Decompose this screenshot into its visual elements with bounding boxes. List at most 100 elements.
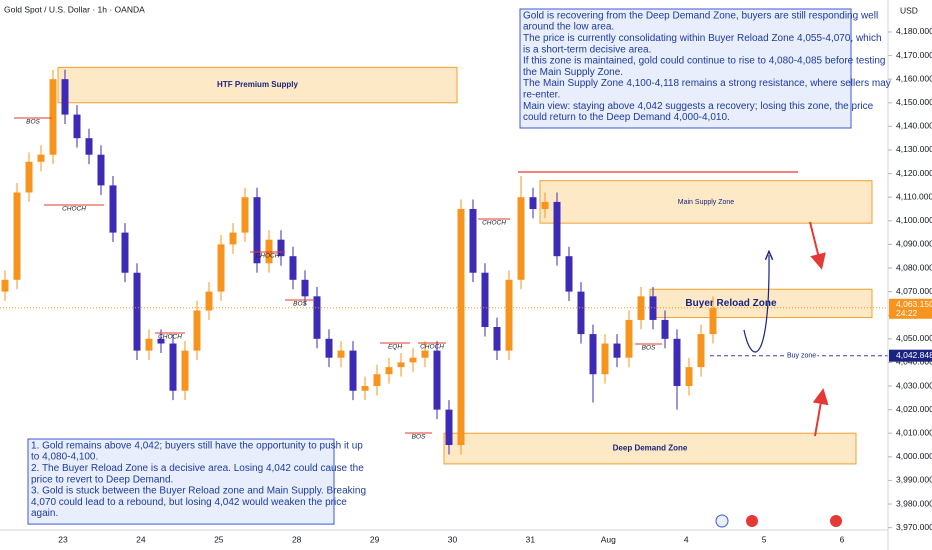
candle-body bbox=[1, 279, 9, 292]
candle-body bbox=[229, 232, 237, 245]
candle-body bbox=[577, 291, 585, 335]
candle-body bbox=[361, 386, 369, 391]
y-tick-label: 3,970.000 bbox=[896, 522, 932, 532]
candle-body bbox=[541, 201, 549, 209]
structure-label: CHOCH bbox=[482, 220, 506, 227]
structure-label: CHOCH bbox=[62, 206, 86, 213]
note-line: If this zone is maintained, gold could c… bbox=[523, 56, 885, 67]
note-line: again. bbox=[31, 508, 58, 519]
note-line: around the low area. bbox=[523, 22, 614, 33]
event-icon[interactable] bbox=[746, 515, 758, 527]
note-box bbox=[27, 438, 335, 525]
y-tick-label: 4,160.000 bbox=[896, 73, 932, 83]
candle-body bbox=[145, 338, 153, 351]
zone bbox=[539, 180, 873, 224]
x-tick-label: 31 bbox=[526, 534, 536, 544]
structure-label: CHOCH bbox=[420, 344, 444, 351]
structure-label: BOS bbox=[26, 119, 40, 126]
candle-body bbox=[469, 208, 477, 273]
candle-body bbox=[589, 334, 597, 375]
price-axis bbox=[888, 0, 932, 550]
candle-body bbox=[253, 197, 261, 264]
candle-body bbox=[505, 279, 513, 351]
note-line: The Main Supply Zone 4,100-4,118 remains… bbox=[523, 78, 891, 89]
candle-body bbox=[13, 192, 21, 280]
y-tick-label: 4,010.000 bbox=[896, 427, 932, 437]
candle-body bbox=[565, 256, 573, 292]
y-tick-label: 4,170.000 bbox=[896, 50, 932, 60]
event-icon[interactable] bbox=[715, 514, 729, 528]
structure-label: BOS bbox=[412, 434, 426, 441]
candle-body bbox=[205, 291, 213, 311]
x-tick-label: 25 bbox=[214, 534, 224, 544]
x-tick-label: 5 bbox=[762, 534, 767, 544]
y-tick-label: 4,130.000 bbox=[896, 144, 932, 154]
candle-body bbox=[349, 350, 357, 391]
candle-body bbox=[265, 239, 273, 264]
note-line: The price is currently consolidating wit… bbox=[523, 33, 882, 44]
candle-body bbox=[385, 367, 393, 375]
candle-body bbox=[337, 350, 345, 358]
candle-body bbox=[325, 338, 333, 358]
buy-label: Buy zone bbox=[787, 353, 816, 360]
candle-body bbox=[85, 138, 93, 155]
candle-body bbox=[133, 272, 141, 351]
y-tick-label: 4,070.000 bbox=[896, 286, 932, 296]
candle-body bbox=[493, 327, 501, 351]
zone-label: Main Supply Zone bbox=[678, 199, 735, 206]
plot-area: HTF Premium Supply Main Supply Zone Buyer … bbox=[0, 66, 888, 465]
countdown-label: 24:22 bbox=[896, 308, 918, 318]
y-tick-label: 4,020.000 bbox=[896, 404, 932, 414]
candle-body bbox=[661, 319, 669, 339]
candle-body bbox=[457, 208, 465, 446]
candle-body bbox=[277, 239, 285, 257]
candle-body bbox=[25, 161, 33, 193]
candle-body bbox=[601, 343, 609, 375]
zone bbox=[443, 432, 857, 465]
candle-body bbox=[553, 201, 561, 257]
candle-body bbox=[241, 197, 249, 233]
y-tick-label: 4,150.000 bbox=[896, 97, 932, 107]
candle-body bbox=[517, 197, 525, 280]
y-tick-label: 4,090.000 bbox=[896, 239, 932, 249]
y-tick-label: 4,030.000 bbox=[896, 380, 932, 390]
note-line: to 4,080-4,100. bbox=[31, 452, 98, 463]
candle-body bbox=[313, 296, 321, 339]
y-tick-label: 3,990.000 bbox=[896, 475, 932, 485]
candle-body bbox=[73, 114, 81, 139]
candle-body bbox=[217, 244, 225, 292]
candle-body bbox=[637, 296, 645, 320]
note-line: Main view: staying above 4,042 suggests … bbox=[523, 101, 874, 112]
candle-body bbox=[193, 310, 201, 351]
candle-body bbox=[109, 185, 117, 233]
currency-label: USD bbox=[900, 5, 918, 15]
x-tick-label: 28 bbox=[292, 534, 302, 544]
candle-body bbox=[685, 367, 693, 387]
zone bbox=[57, 66, 458, 104]
candle-body bbox=[409, 357, 417, 363]
candle-body bbox=[673, 338, 681, 387]
buy-box bbox=[889, 349, 932, 362]
candle-body bbox=[61, 79, 69, 115]
x-tick-label: 24 bbox=[136, 534, 146, 544]
note-box bbox=[519, 8, 852, 129]
candle-body bbox=[157, 338, 165, 344]
x-tick-label: 30 bbox=[448, 534, 458, 544]
zone-label: Buyer Reload Zone bbox=[685, 298, 777, 309]
y-tick-label: 4,050.000 bbox=[896, 333, 932, 343]
candle-body bbox=[373, 374, 381, 387]
zone-label: HTF Premium Supply bbox=[217, 80, 298, 89]
candle-body bbox=[169, 343, 177, 391]
up-arrow bbox=[812, 388, 829, 437]
event-icon[interactable] bbox=[830, 515, 842, 527]
buy-price-label: 4,042.848 bbox=[896, 350, 932, 360]
candle-body bbox=[613, 343, 621, 358]
x-tick-label: 23 bbox=[58, 534, 68, 544]
candle-body bbox=[421, 350, 429, 358]
y-tick-label: 4,100.000 bbox=[896, 215, 932, 225]
candle-body bbox=[529, 197, 537, 209]
y-tick-label: 4,120.000 bbox=[896, 168, 932, 178]
candle-body bbox=[121, 232, 129, 273]
candle-body bbox=[289, 256, 297, 280]
